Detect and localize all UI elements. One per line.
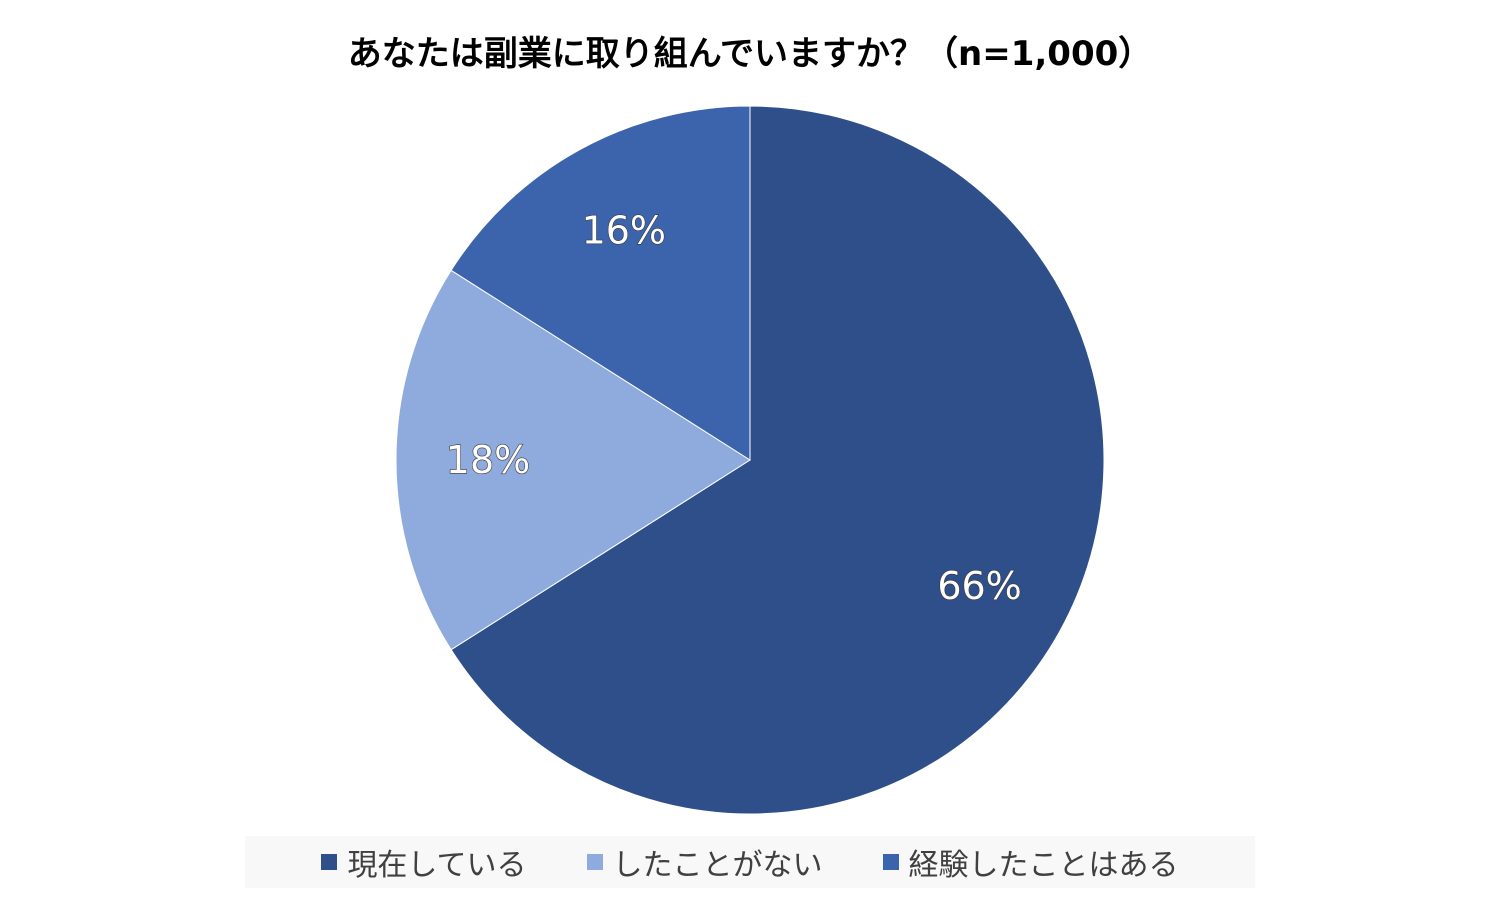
data-label-currently: 66% [937,564,1021,608]
legend-item-never[interactable]: したことがない [586,840,823,884]
legend-label-experienced: 経験したことはある [908,848,1179,883]
pie-slice-currently[interactable] [450,105,1105,815]
legend-swatch-never [586,854,603,870]
pie-slice-never[interactable] [395,269,751,651]
legend-item-experienced[interactable]: 経験したことはある [882,840,1179,884]
data-label-never: 18% [446,438,530,482]
chart-title: あなたは副業に取り組んでいますか？（n=1,000） [347,34,1153,74]
legend-label-currently: 現在している [347,848,527,883]
legend-label-never: したことがない [612,848,823,883]
legend-swatch-experienced [882,854,899,870]
data-label-experienced: 16% [582,208,666,252]
pie-slice-experienced[interactable] [450,105,751,461]
legend: 現在している したことがない 経験したことはある [245,836,1255,888]
legend-item-currently[interactable]: 現在している [321,840,527,884]
legend-swatch-currently [321,854,338,870]
